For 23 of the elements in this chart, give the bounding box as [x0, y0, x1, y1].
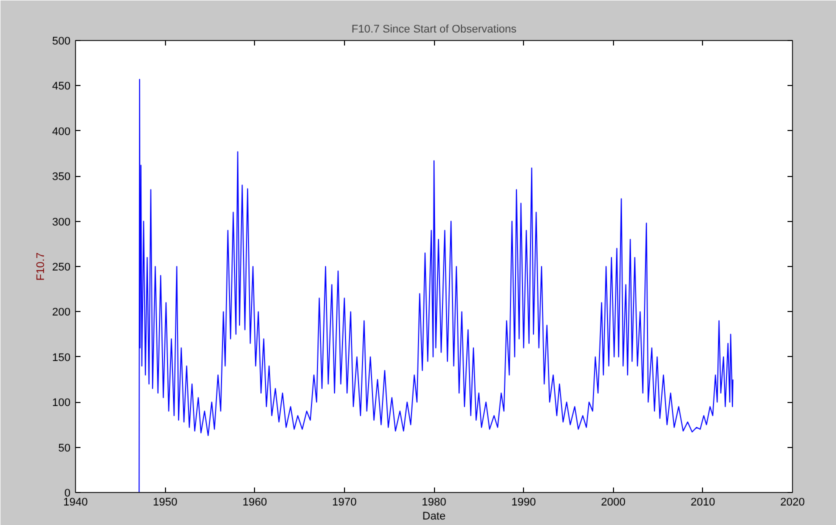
y-tick-label: 150 [52, 352, 71, 364]
y-tick-label: 450 [52, 80, 71, 93]
y-tick-label: 200 [52, 306, 71, 319]
x-tick-label: 1960 [242, 496, 267, 508]
x-tick-label: 1940 [63, 496, 88, 508]
y-tick-label: 400 [52, 126, 71, 138]
x-tick-label: 2010 [690, 496, 716, 508]
y-tick-label: 250 [52, 262, 71, 274]
x-tick-label: 2020 [780, 496, 805, 508]
y-tick-label: 350 [52, 171, 71, 184]
y-axis-title: F10.7 [35, 252, 48, 281]
y-tick-label: 100 [52, 397, 71, 410]
x-tick-label: 1950 [152, 496, 178, 508]
x-tick-label: 1970 [332, 496, 357, 508]
line-series [138, 78, 734, 492]
chart-title: F10.7 Since Start of Observations [351, 24, 518, 36]
x-tick-label: 1990 [511, 496, 536, 508]
y-tick-label: 500 [52, 36, 71, 48]
y-tick-label: 50 [58, 442, 71, 454]
y-tick-label: 300 [52, 216, 71, 228]
x-tick-label: 2000 [601, 496, 626, 508]
x-axis-title: Date [422, 510, 446, 522]
x-tick-label: 1980 [422, 496, 446, 508]
